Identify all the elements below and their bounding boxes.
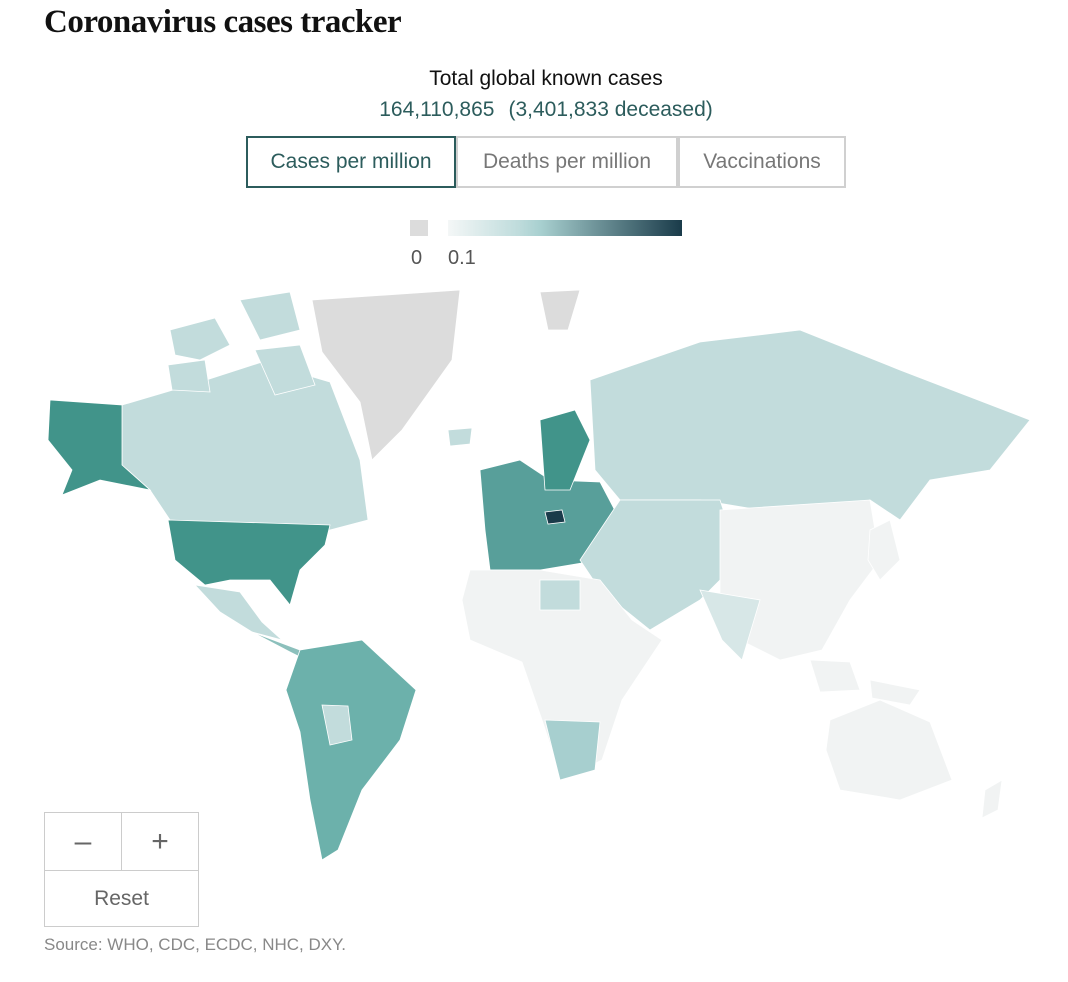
legend-swatch: [410, 220, 428, 236]
world-map: [47, 289, 1031, 861]
country: [311, 289, 461, 461]
country: [167, 291, 316, 396]
country: [544, 509, 566, 525]
country: [539, 289, 581, 331]
total-cases: 164,110,865: [379, 98, 495, 121]
legend-label: 0.1: [448, 247, 476, 269]
country: [321, 704, 353, 746]
source-note: Source: WHO, CDC, ECDC, NHC, DXY.: [44, 935, 346, 954]
tab[interactable]: Cases per million: [246, 136, 456, 188]
countries: [47, 289, 1031, 861]
country: [867, 519, 901, 581]
country: [461, 569, 663, 781]
zoom-out-button[interactable]: –: [44, 812, 122, 871]
country: [544, 719, 601, 781]
country: [539, 579, 581, 611]
legend-label: 0: [411, 247, 423, 269]
country: [47, 399, 152, 496]
country: [825, 699, 953, 801]
total-deceased: (3,401,833 deceased): [508, 98, 713, 121]
country: [809, 659, 1003, 819]
country: [589, 329, 1031, 521]
country: [167, 519, 331, 606]
legend-gradient: [448, 220, 682, 236]
country: [121, 361, 369, 531]
summary-label: Total global known cases: [429, 67, 663, 90]
tab[interactable]: Deaths per million: [456, 136, 678, 188]
country: [285, 639, 417, 861]
country: [699, 589, 761, 661]
country: [539, 409, 591, 491]
country: [193, 584, 283, 641]
summary-values: 164,110,865 (3,401,833 deceased): [0, 98, 1068, 122]
reset-button[interactable]: Reset: [44, 870, 199, 927]
country: [447, 427, 473, 447]
page-title: Coronavirus cases tracker: [44, 4, 402, 40]
zoom-in-button[interactable]: +: [121, 812, 199, 871]
tab[interactable]: Vaccinations: [678, 136, 846, 188]
